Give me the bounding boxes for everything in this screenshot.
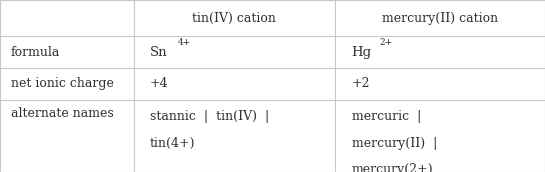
Text: Sn: Sn	[150, 46, 167, 58]
Text: net ionic charge: net ionic charge	[11, 77, 114, 90]
Text: mercury(II)  |: mercury(II) |	[352, 137, 437, 150]
Text: +2: +2	[352, 77, 370, 90]
Text: stannic  |  tin(IV)  |: stannic | tin(IV) |	[150, 110, 269, 123]
Text: 2+: 2+	[380, 38, 393, 47]
Text: alternate names: alternate names	[11, 107, 114, 120]
Text: tin(IV) cation: tin(IV) cation	[192, 12, 276, 25]
Text: mercury(2+): mercury(2+)	[352, 163, 433, 172]
Text: formula: formula	[11, 46, 60, 58]
Text: tin(4+): tin(4+)	[150, 137, 195, 150]
Text: +4: +4	[150, 77, 168, 90]
Text: mercuric  |: mercuric |	[352, 110, 421, 123]
Text: Hg: Hg	[352, 46, 372, 58]
Text: 4+: 4+	[178, 38, 191, 47]
Text: mercury(II) cation: mercury(II) cation	[382, 12, 498, 25]
